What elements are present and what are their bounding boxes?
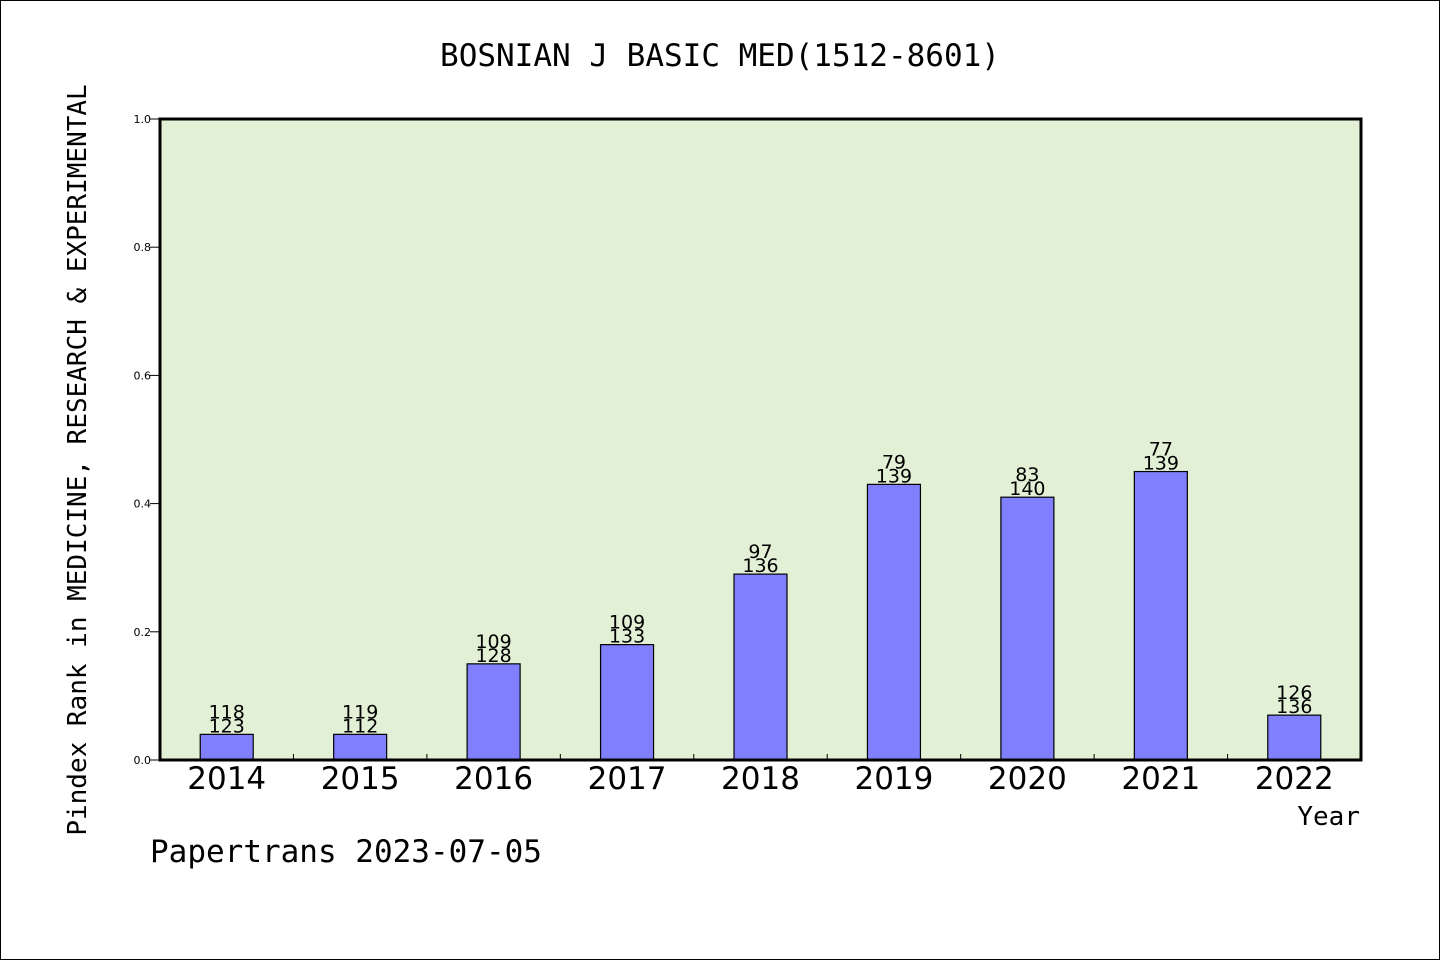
- bar: [599, 644, 655, 761]
- bar: [333, 733, 388, 761]
- bar-rank-label: 109: [475, 631, 511, 653]
- x-tick-label: 2021: [1121, 761, 1200, 797]
- x-axis: 2014 2015 2016 2017 2018 2019 2020 2021 2022: [187, 754, 1334, 797]
- x-tick-label: 2020: [988, 761, 1067, 797]
- y-axis-label: Pindex Rank in MEDICINE, RESEARCH & EXPE…: [63, 84, 93, 835]
- bar-rank-label: 109: [609, 612, 645, 634]
- y-tick-label: 0.0: [134, 754, 152, 767]
- x-tick-label: 2022: [1255, 761, 1334, 797]
- bar-total-label: 139: [1143, 453, 1179, 475]
- bar-total-label: 123: [209, 715, 245, 737]
- chart-title: BOSNIAN J BASIC MED(1512-8601): [440, 38, 1000, 74]
- y-axis: 0.0 0.2 0.4 0.6 0.8 1.0: [134, 113, 160, 767]
- bar: [466, 663, 521, 761]
- x-tick-label: 2018: [721, 761, 800, 797]
- y-tick-label: 1.0: [134, 113, 152, 126]
- x-axis-label: Year: [1297, 802, 1360, 832]
- bar-rank-label: 97: [748, 541, 772, 563]
- bar: [1000, 496, 1055, 761]
- bar-total-label: 112: [342, 715, 378, 737]
- x-tick-label: 2019: [854, 761, 933, 797]
- bar-rank-label: 119: [342, 701, 378, 723]
- bar-total-label: 140: [1009, 478, 1045, 500]
- bar-total-label: 133: [609, 626, 645, 648]
- bar: [199, 733, 254, 761]
- bar: [1267, 714, 1322, 761]
- credit-text: Papertrans 2023-07-05: [150, 834, 542, 870]
- x-tick-label: 2017: [588, 761, 667, 797]
- bar-total-label: 136: [1276, 696, 1312, 718]
- y-tick-label: 0.6: [134, 369, 152, 382]
- bar-rank-label: 118: [209, 701, 245, 723]
- x-tick-label: 2014: [187, 761, 266, 797]
- y-tick-label: 0.8: [134, 241, 152, 254]
- y-tick-label: 0.4: [134, 498, 152, 511]
- bar: [1133, 470, 1188, 761]
- bar-total-label: 139: [876, 465, 912, 487]
- plot-border: [158, 117, 1363, 762]
- y-tick-label: 0.2: [134, 626, 152, 639]
- bar: [733, 573, 788, 761]
- bar-rank-label: 79: [882, 451, 906, 473]
- bar-rank-label: 77: [1149, 439, 1173, 461]
- x-tick-label: 2016: [454, 761, 533, 797]
- bar-total-label: 128: [475, 645, 511, 667]
- x-tick-label: 2015: [321, 761, 400, 797]
- bar: [866, 483, 922, 761]
- bar-rank-label: 126: [1276, 682, 1312, 704]
- bar-total-label: 136: [742, 555, 778, 577]
- bar-rank-label: 83: [1015, 464, 1039, 486]
